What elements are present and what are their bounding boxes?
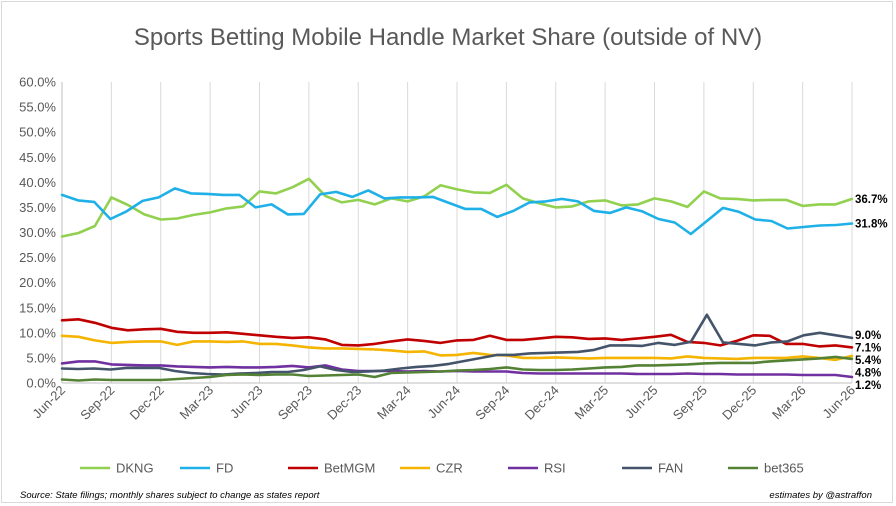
- end-label-bet365: 4.8%: [855, 368, 881, 380]
- y-tick-label: 0.0%: [26, 376, 56, 391]
- legend-item-bet365: bet365: [728, 461, 804, 476]
- y-tick-label: 25.0%: [19, 250, 56, 265]
- source-note: Source: State filings; monthly shares su…: [20, 490, 320, 501]
- legend-item-fan: FAN: [622, 461, 683, 476]
- y-tick-label: 15.0%: [19, 300, 56, 315]
- axes: [61, 82, 852, 384]
- y-tick-label: 45.0%: [19, 150, 56, 165]
- gridlines: [61, 82, 853, 383]
- y-tick-label: 30.0%: [19, 225, 56, 240]
- y-tick-label: 60.0%: [19, 75, 56, 90]
- legend-item-betmgm: BetMGM: [288, 461, 375, 476]
- series-line-czr: [60, 334, 854, 362]
- series-line-fan: [60, 313, 854, 376]
- end-label-czr: 5.4%: [855, 355, 881, 367]
- legend-label: FD: [216, 461, 233, 476]
- legend-item-fd: FD: [180, 461, 233, 476]
- legend-label: DKNG: [116, 461, 154, 476]
- legend-item-rsi: RSI: [508, 461, 566, 476]
- credit-note: estimates by @astraffon: [769, 490, 872, 501]
- series-line-bet365: [60, 355, 854, 382]
- legend-label: RSI: [544, 461, 566, 476]
- y-tick-label: 10.0%: [19, 325, 56, 340]
- y-tick-label: 40.0%: [19, 175, 56, 190]
- series-line-betmgm: [60, 317, 854, 349]
- y-tick-label: 35.0%: [19, 200, 56, 215]
- y-tick-label: 55.0%: [19, 100, 56, 115]
- y-tick-label: 5.0%: [26, 350, 56, 365]
- legend-label: BetMGM: [324, 461, 375, 476]
- end-label-rsi: 1.2%: [855, 380, 881, 392]
- series-line-fd: [60, 187, 854, 236]
- legend-item-czr: CZR: [400, 461, 463, 476]
- legend: DKNG FD BetMGM CZR RSI FAN bet365: [80, 461, 804, 476]
- legend-item-dkng: DKNG: [80, 461, 154, 476]
- y-tick-label: 50.0%: [19, 125, 56, 140]
- legend-label: bet365: [764, 461, 804, 476]
- end-label-betmgm: 7.1%: [855, 343, 881, 355]
- series-lines: [60, 177, 854, 382]
- end-label-fan: 9.0%: [855, 330, 881, 342]
- end-labels: 36.7% 31.8% 9.0%7.1%5.4%4.8%1.2%: [855, 194, 888, 392]
- series-line-dkng: [60, 177, 854, 238]
- end-label-dkng: 36.7%: [855, 194, 888, 206]
- legend-label: FAN: [658, 461, 683, 476]
- legend-label: CZR: [436, 461, 463, 476]
- y-axis-ticks: 0.0% 5.0% 10.0% 15.0% 20.0% 25.0% 30.0% 35.0% 40…: [19, 75, 56, 391]
- end-label-fd: 31.8%: [855, 218, 888, 230]
- y-tick-label: 20.0%: [19, 275, 56, 290]
- chart-title: Sports Betting Mobile Handle Market Shar…: [134, 24, 762, 51]
